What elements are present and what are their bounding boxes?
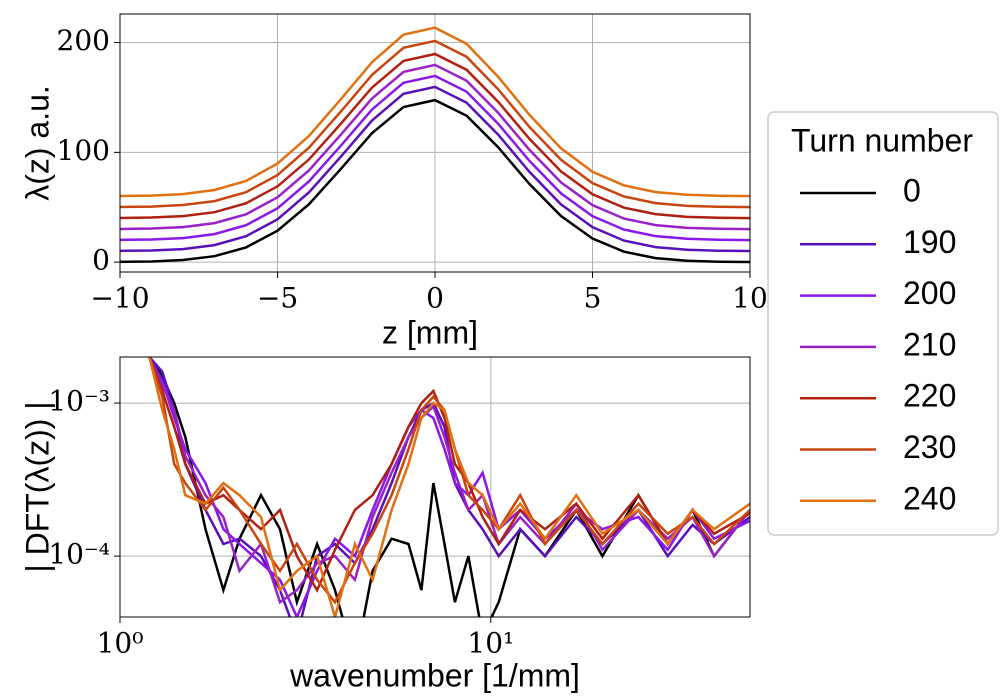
x-tick-label: 5 [584,282,602,315]
series-line [148,357,750,605]
series-line [148,357,750,605]
legend-title: Turn number [791,122,973,158]
legend-label: 200 [903,275,956,311]
series-line [148,357,750,617]
y-label: λ(z) a.u. [19,85,55,201]
legend-label: 230 [903,429,956,465]
legend-label: 190 [903,224,956,260]
series-line [148,357,750,593]
y-tick-label: 10⁻³ [48,385,110,418]
y-tick-label: 0 [92,244,110,277]
series-line [120,26,750,198]
y-tick-label: 10⁻⁴ [48,538,110,571]
y-tick-label: 100 [57,134,110,167]
series-line [120,74,750,242]
series-line [148,357,750,617]
series-line [120,63,750,231]
x-tick-label: 10¹ [467,627,514,660]
axes-frame [119,356,751,618]
x-tick-label: 10⁰ [97,627,144,660]
legend-label: 220 [903,378,956,414]
x-label: wavenumber [1/mm] [289,657,580,693]
series-line [120,98,750,264]
legend-box [767,111,999,536]
y-label: | DFT(λ(z)) | [19,401,55,572]
x-label: z [mm] [382,314,478,350]
legend-label: 0 [903,172,921,208]
legend-label: 210 [903,326,956,362]
legend-label: 240 [903,480,956,516]
x-tick-label: 0 [426,282,444,315]
y-tick-label: 200 [57,24,110,57]
axes-frame [119,13,751,273]
x-tick-label: −5 [257,282,298,315]
series-line [120,39,750,209]
x-tick-label: −10 [90,282,149,315]
series-line [120,85,750,253]
x-tick-label: 10 [732,282,768,315]
series-line [120,52,750,220]
